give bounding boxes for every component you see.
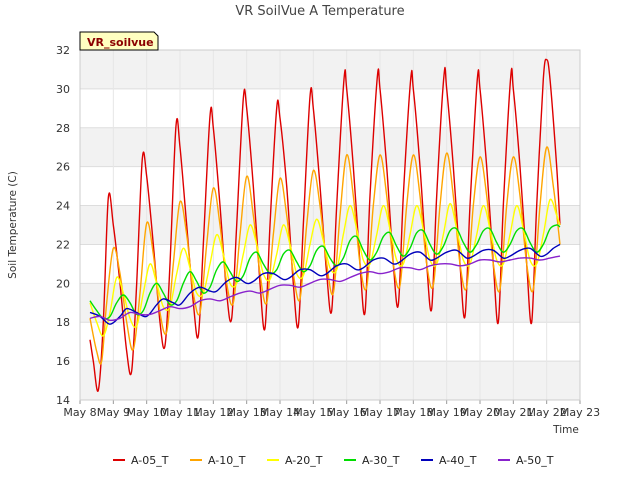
grid-band	[80, 205, 580, 245]
y-tick-label: 14	[56, 394, 70, 407]
legend-label: A-20_T	[285, 454, 323, 467]
y-tick-label: 18	[56, 316, 70, 329]
series-line-a-05-t	[89, 58, 561, 392]
x-tick-label: May 12	[193, 406, 233, 419]
legend-item: A-10_T	[190, 454, 246, 467]
chart-title: VR SoilVue A Temperature	[235, 4, 404, 19]
y-tick-label: 30	[56, 83, 70, 96]
x-tick-label: May 13	[227, 406, 267, 419]
legend-item: A-50_T	[498, 454, 554, 467]
y-tick-label: 24	[56, 200, 70, 213]
legend-label: A-30_T	[362, 454, 400, 467]
y-tick-labels: 14 16 18 20 22 24 26 28 30 32	[56, 44, 70, 407]
legend-label: A-05_T	[131, 454, 169, 467]
series-line-a-40-t	[89, 243, 561, 325]
legend-item: A-20_T	[267, 454, 323, 467]
x-tick-label: May 22	[527, 406, 567, 419]
x-tick-label: May 9	[97, 406, 130, 419]
plot-frame	[79, 49, 581, 401]
x-tick-label: May 10	[127, 406, 167, 419]
legend-label: A-40_T	[439, 454, 477, 467]
y-tick-label: 32	[56, 44, 70, 57]
legend-item: A-40_T	[421, 454, 477, 467]
badge-shape	[79, 31, 159, 51]
series-line-a-20-t	[89, 198, 561, 337]
legend-label: A-10_T	[208, 454, 246, 467]
grid-band	[80, 50, 580, 89]
legend-label: A-50_T	[516, 454, 554, 467]
x-tick-label: May 18	[393, 406, 433, 419]
grid-bands	[80, 50, 580, 400]
series-lines	[89, 58, 561, 392]
x-axis-label: Time	[552, 424, 579, 436]
x-tick-label: May 20	[460, 406, 500, 419]
series-line-a-50-t	[89, 255, 561, 322]
y-tick-label: 20	[56, 277, 70, 290]
badge: VR_soilvue	[79, 31, 159, 51]
x-tick-label: May 11	[160, 406, 200, 419]
y-tick-label: 16	[56, 355, 70, 368]
x-tick-label: May 15	[293, 406, 333, 419]
x-tick-label: May 8	[63, 406, 96, 419]
series-line-a-10-t	[89, 146, 561, 365]
series-line-a-30-t	[89, 224, 561, 320]
x-tick-label: May 17	[360, 406, 400, 419]
grid-band	[80, 361, 580, 400]
y-axis-label: Soil Temperature (C)	[7, 171, 19, 279]
y-tick-label: 22	[56, 238, 70, 251]
x-tick-label: May 16	[327, 406, 367, 419]
grid-band	[80, 127, 580, 167]
legend-item: A-30_T	[344, 454, 400, 467]
y-tick-label: 28	[56, 122, 70, 135]
x-tick-label: May 23	[560, 406, 600, 419]
y-tick-label: 26	[56, 161, 70, 174]
x-tick-label: May 21	[493, 406, 533, 419]
x-tick-label: May 19	[427, 406, 467, 419]
legend-item: A-05_T	[113, 454, 169, 467]
legend: A-05_T A-10_T A-20_T A-30_T A-40_T A-50_T	[113, 454, 554, 467]
badge-label: VR_soilvue	[87, 36, 154, 49]
x-tick-label: May 14	[260, 406, 300, 419]
